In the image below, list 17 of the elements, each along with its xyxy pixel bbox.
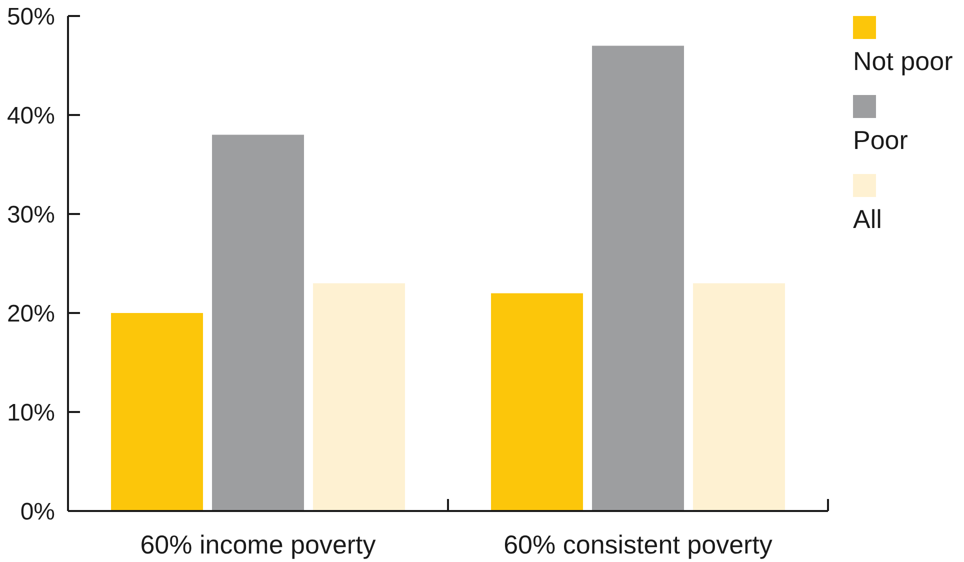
bar	[111, 313, 203, 511]
bar	[693, 283, 785, 511]
legend-label: Not poor	[853, 46, 953, 76]
x-tick-label: 60% income poverty	[140, 529, 376, 560]
x-tick-label: 60% consistent poverty	[504, 529, 772, 560]
y-tick-label: 20%	[6, 300, 55, 328]
y-tick-label: 0%	[20, 498, 55, 526]
y-tick-label: 50%	[6, 4, 55, 31]
y-tick-label: 10%	[6, 400, 55, 427]
bar	[592, 46, 684, 511]
legend-label: Poor	[853, 125, 908, 155]
y-tick-label: 30%	[6, 202, 55, 229]
bar	[212, 134, 304, 511]
legend-label: All	[853, 204, 882, 234]
y-tick-label: 40%	[6, 102, 55, 130]
bar	[313, 283, 405, 511]
bar	[491, 293, 583, 511]
